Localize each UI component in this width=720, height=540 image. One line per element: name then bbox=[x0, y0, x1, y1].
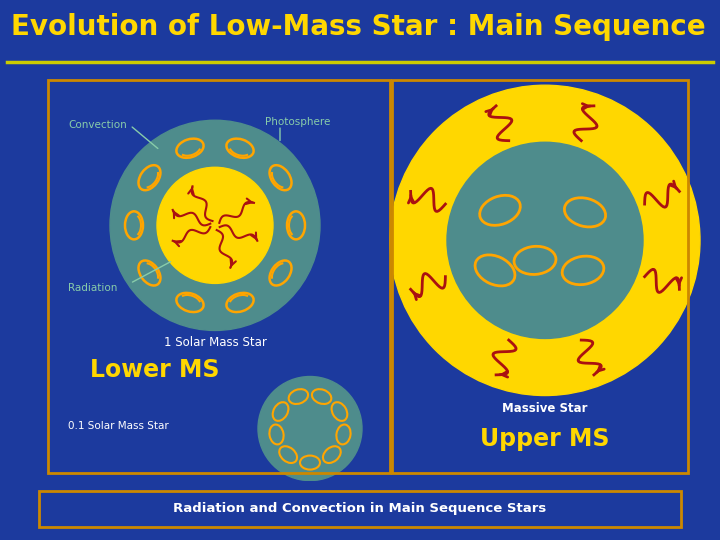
Circle shape bbox=[258, 376, 362, 481]
Text: Evolution of Low-Mass Star : Main Sequence: Evolution of Low-Mass Star : Main Sequen… bbox=[11, 12, 706, 40]
Text: Radiation: Radiation bbox=[68, 284, 117, 293]
Text: 0.1 Solar Mass Star: 0.1 Solar Mass Star bbox=[68, 421, 168, 430]
Text: 1 Solar Mass Star: 1 Solar Mass Star bbox=[163, 336, 266, 349]
Text: Radiation and Convection in Main Sequence Stars: Radiation and Convection in Main Sequenc… bbox=[174, 502, 546, 515]
Circle shape bbox=[390, 85, 700, 395]
Text: Lower MS: Lower MS bbox=[90, 359, 220, 382]
Circle shape bbox=[447, 142, 643, 339]
Text: Upper MS: Upper MS bbox=[480, 427, 610, 450]
Circle shape bbox=[157, 167, 273, 284]
Circle shape bbox=[110, 120, 320, 330]
Text: Massive Star: Massive Star bbox=[503, 402, 588, 415]
Text: Photosphere: Photosphere bbox=[265, 117, 330, 127]
Text: Convection: Convection bbox=[68, 120, 127, 130]
